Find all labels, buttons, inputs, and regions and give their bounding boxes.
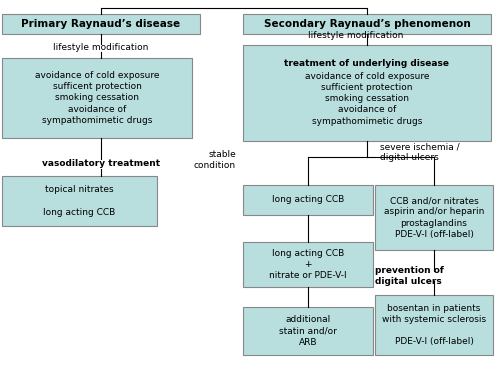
Text: avoidance of cold exposure
sufficent protection
smoking cessation
avoidance of
s: avoidance of cold exposure sufficent pro… (35, 71, 159, 125)
Text: severe ischemia /
digital ulcers: severe ischemia / digital ulcers (380, 142, 460, 162)
Text: CCB and/or nitrates
aspirin and/or heparin
prostaglandins
PDE-V-I (off-label): CCB and/or nitrates aspirin and/or hepar… (384, 196, 484, 239)
Text: treatment of underlying disease: treatment of underlying disease (284, 59, 450, 68)
FancyBboxPatch shape (243, 242, 373, 287)
FancyBboxPatch shape (2, 14, 200, 34)
Text: lifestyle modification: lifestyle modification (54, 44, 148, 52)
Text: stable
condition: stable condition (194, 150, 236, 170)
Text: topical nitrates

long acting CCB: topical nitrates long acting CCB (44, 185, 116, 217)
Text: Secondary Raynaud’s phenomenon: Secondary Raynaud’s phenomenon (264, 19, 470, 29)
FancyBboxPatch shape (2, 176, 157, 226)
Text: Primary Raynaud’s disease: Primary Raynaud’s disease (22, 19, 180, 29)
Text: bosentan in patients
with systemic sclerosis

PDE-V-I (off-label): bosentan in patients with systemic scler… (382, 304, 486, 346)
FancyBboxPatch shape (243, 307, 373, 355)
Text: long acting CCB: long acting CCB (272, 196, 344, 204)
FancyBboxPatch shape (243, 45, 491, 141)
FancyBboxPatch shape (243, 14, 491, 34)
Text: prevention of
digital ulcers: prevention of digital ulcers (375, 266, 444, 286)
Text: lifestyle modification: lifestyle modification (308, 31, 404, 41)
FancyBboxPatch shape (243, 185, 373, 215)
Text: vasodilatory treatment: vasodilatory treatment (42, 159, 160, 169)
Text: avoidance of cold exposure
sufficient protection
smoking cessation
avoidance of
: avoidance of cold exposure sufficient pr… (305, 72, 429, 125)
FancyBboxPatch shape (2, 58, 192, 138)
FancyBboxPatch shape (375, 295, 493, 355)
FancyBboxPatch shape (375, 185, 493, 250)
Text: additional
statin and/or
ARB: additional statin and/or ARB (279, 315, 337, 346)
Text: long acting CCB
+
nitrate or PDE-V-I: long acting CCB + nitrate or PDE-V-I (269, 249, 347, 280)
